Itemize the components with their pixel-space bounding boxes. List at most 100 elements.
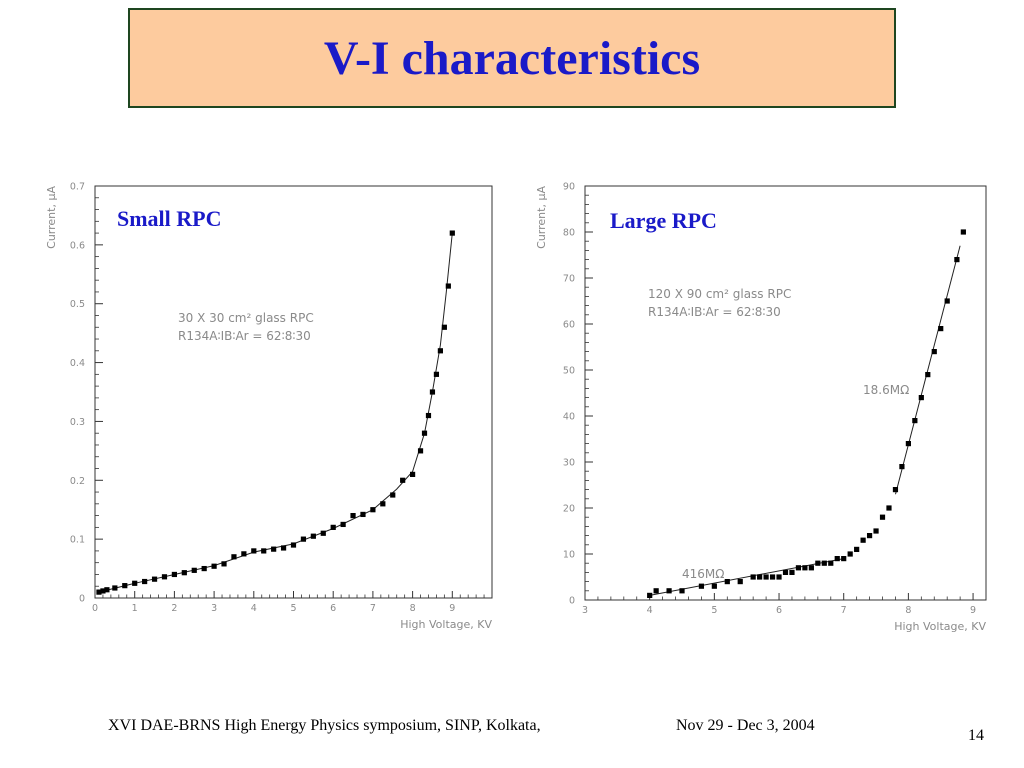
data-point <box>380 501 386 507</box>
data-point <box>886 505 892 511</box>
data-point <box>340 521 346 528</box>
data-point <box>938 326 944 332</box>
data-point <box>879 514 886 520</box>
x-tick-label: 6 <box>776 605 782 616</box>
data-point <box>122 583 128 589</box>
data-point <box>417 448 424 454</box>
data-point <box>320 530 326 536</box>
data-point <box>918 395 924 401</box>
y-tick-label: 90 <box>563 182 575 193</box>
x-tick-label: 0 <box>92 603 98 614</box>
data-point <box>132 580 138 586</box>
data-point <box>757 574 763 580</box>
y-tick-label: 40 <box>563 412 575 423</box>
data-point <box>854 546 860 552</box>
y-tick-label: 80 <box>563 228 575 239</box>
slide-number: 14 <box>968 727 984 744</box>
data-point <box>847 551 853 557</box>
data-point <box>221 561 227 567</box>
data-point <box>112 585 118 591</box>
data-point <box>944 298 950 304</box>
data-point <box>954 257 960 263</box>
data-point <box>211 563 217 569</box>
data-point <box>711 583 717 589</box>
x-tick-label: 9 <box>970 605 976 616</box>
y-tick-label: 0.2 <box>70 476 85 487</box>
data-point <box>181 570 187 576</box>
y-tick-label: 70 <box>563 274 575 285</box>
data-point <box>104 587 110 593</box>
annotation-text: 120 X 90 cm² glass RPC <box>648 287 791 301</box>
data-point <box>142 578 148 585</box>
data-point <box>280 545 287 551</box>
chart-label: Large RPC <box>610 208 717 233</box>
x-axis-title: High Voltage, KV <box>894 620 986 633</box>
data-point <box>370 507 376 513</box>
data-point <box>191 567 197 573</box>
y-tick-label: 30 <box>563 458 575 469</box>
data-point <box>429 389 436 395</box>
slide-title: V-I characteristics <box>323 31 701 85</box>
data-point <box>679 588 685 594</box>
data-point <box>433 371 440 377</box>
data-point <box>724 579 730 585</box>
data-point <box>449 230 455 236</box>
data-point <box>905 441 911 447</box>
data-point <box>737 579 743 585</box>
data-point <box>698 583 705 589</box>
x-axis-title: High Voltage, KV <box>400 618 492 631</box>
data-point <box>261 548 267 554</box>
data-point <box>437 348 443 354</box>
y-tick-label: 20 <box>563 504 575 515</box>
data-point <box>666 588 672 594</box>
y-tick-label: 50 <box>563 366 575 377</box>
data-point <box>290 542 297 548</box>
plot-frame <box>584 185 987 601</box>
data-point <box>834 556 840 562</box>
data-point <box>201 565 207 572</box>
x-tick-label: 2 <box>171 603 177 614</box>
data-point <box>425 412 432 419</box>
data-point <box>776 574 782 580</box>
y-tick-label: 0.6 <box>70 240 85 251</box>
x-tick-label: 7 <box>841 605 847 616</box>
y-tick-label: 0 <box>79 594 85 605</box>
data-point <box>330 524 336 530</box>
data-point <box>410 471 416 477</box>
data-point <box>860 537 866 543</box>
data-point <box>421 430 428 436</box>
data-point <box>390 492 396 498</box>
data-point <box>231 554 237 560</box>
data-point <box>873 528 879 534</box>
data-point <box>841 556 847 562</box>
data-point <box>161 574 168 580</box>
y-tick-label: 0.1 <box>70 535 85 546</box>
x-tick-label: 5 <box>290 603 296 614</box>
data-point <box>763 574 769 580</box>
data-point <box>151 576 158 582</box>
fit-line <box>895 245 961 495</box>
chart-svg-small: 0 1 2 3 4 5 6 7 8 9 0 0.1 0.2 0.3 0.4 0.5 0.6 0.7 High Vol… <box>45 182 493 631</box>
y-axis-title: Current, μA <box>535 186 548 249</box>
data-point <box>271 546 277 552</box>
data-point <box>802 565 808 571</box>
annotation-text: R134A∶IB∶Ar = 62∶8∶30 <box>178 329 311 343</box>
data-point <box>866 533 873 539</box>
data-point <box>310 533 316 539</box>
data-point <box>899 464 905 470</box>
resistance-label: 18.6MΩ <box>863 383 909 397</box>
title-box: V-I characteristics <box>128 8 896 108</box>
data-point <box>251 548 257 554</box>
x-tick-label: 7 <box>370 603 376 614</box>
y-tick-label: 0.4 <box>70 358 85 369</box>
data-point <box>300 536 307 542</box>
data-point <box>931 349 937 355</box>
data-point <box>360 511 366 518</box>
x-tick-label: 4 <box>647 605 653 616</box>
small-rpc-chart: 0 1 2 3 4 5 6 7 8 9 0 0.1 0.2 0.3 0.4 0.5 0.6 0.7 High Vol… <box>40 172 500 636</box>
data-point <box>750 574 756 580</box>
data-point <box>795 565 802 571</box>
footer-date: Nov 29 - Dec 3, 2004 <box>676 717 815 734</box>
y-tick-label: 0.7 <box>70 182 85 193</box>
